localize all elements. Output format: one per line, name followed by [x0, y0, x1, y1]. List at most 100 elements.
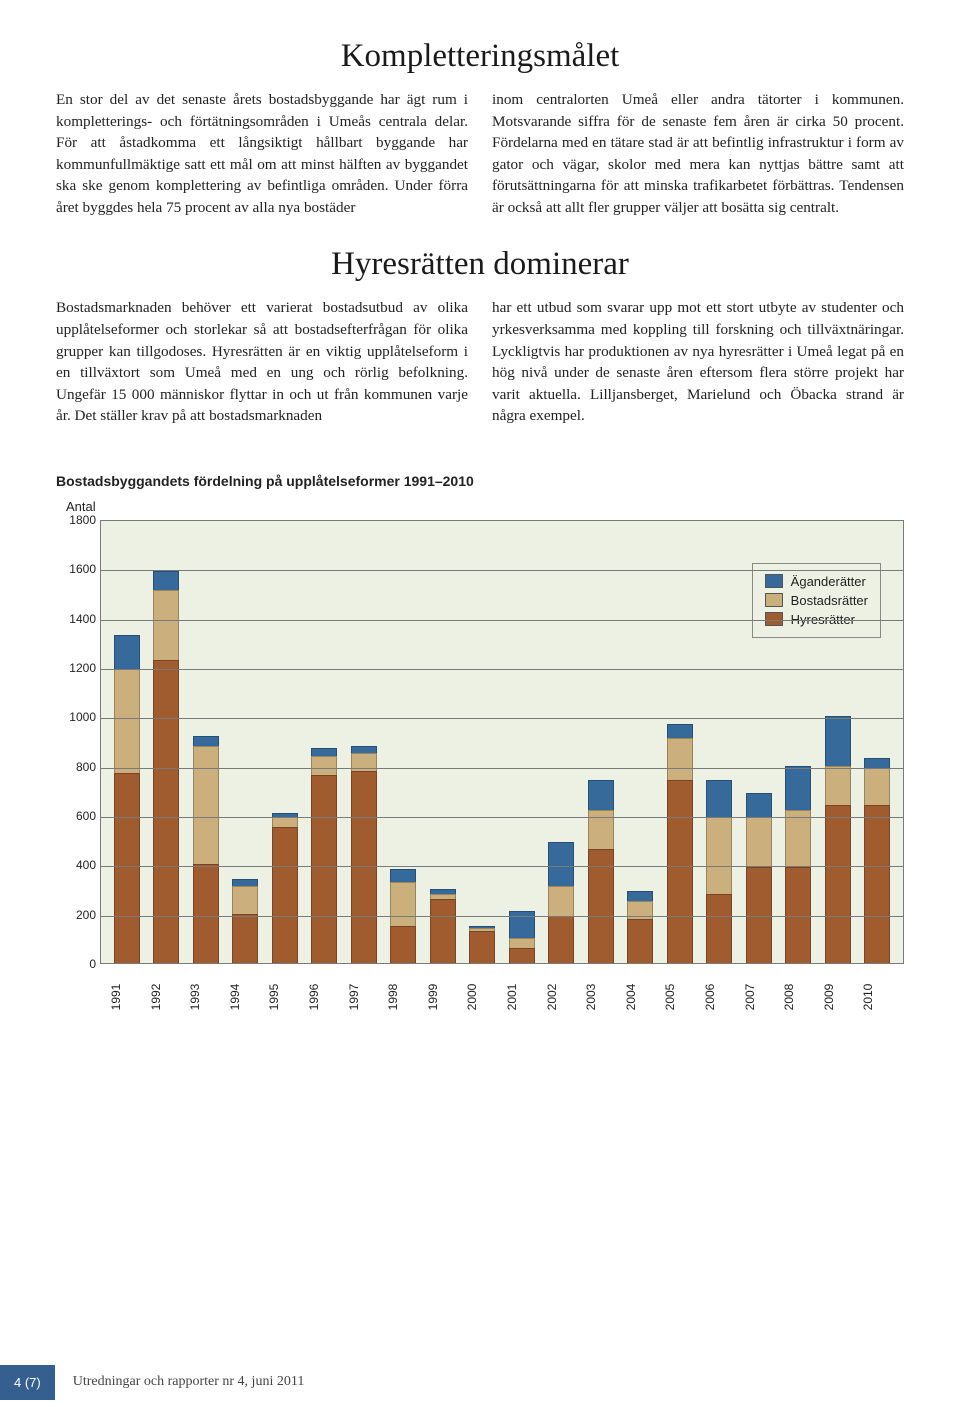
bar — [351, 746, 377, 963]
bar-slot — [660, 521, 700, 963]
bar-segment-bostadsrätter — [272, 817, 298, 827]
ytick-label: 1200 — [56, 661, 96, 675]
xtick-label: 2009 — [821, 977, 855, 1017]
xtick-label: 2003 — [584, 977, 618, 1017]
bar-segment-äganderätter — [706, 780, 732, 817]
gridline — [101, 768, 903, 769]
chart-block: Bostadsbyggandets fördelning på upplåtel… — [56, 473, 904, 1000]
bar-segment-bostadsrätter — [311, 756, 337, 776]
legend-swatch — [765, 574, 783, 588]
bar-segment-hyresrätter — [825, 805, 851, 963]
bar-segment-äganderätter — [548, 842, 574, 886]
xtick-label: 2010 — [861, 977, 895, 1017]
page-number-badge: 4 (7) — [0, 1365, 55, 1400]
xtick-label: 2005 — [663, 977, 697, 1017]
xtick-label: 2008 — [782, 977, 816, 1017]
bar-segment-äganderätter — [667, 724, 693, 739]
bar-segment-äganderätter — [232, 879, 258, 886]
bar — [785, 766, 811, 963]
chart-caption: Bostadsbyggandets fördelning på upplåtel… — [56, 473, 904, 489]
bar-slot — [305, 521, 345, 963]
bar-segment-hyresrätter — [232, 914, 258, 963]
bar-segment-hyresrätter — [193, 864, 219, 963]
bar-segment-hyresrätter — [548, 916, 574, 963]
xtick-label: 1993 — [188, 977, 222, 1017]
bar-segment-bostadsrätter — [746, 817, 772, 866]
bar — [825, 716, 851, 963]
bar — [114, 635, 140, 963]
ytick-label: 1000 — [56, 710, 96, 724]
bar — [232, 879, 258, 963]
bar-segment-bostadsrätter — [390, 882, 416, 926]
bar-slot — [107, 521, 147, 963]
bar-segment-äganderätter — [588, 780, 614, 810]
bar — [627, 891, 653, 963]
bar-slot — [344, 521, 384, 963]
section2-title: Hyresrätten dominerar — [56, 246, 904, 283]
bar-segment-äganderätter — [825, 716, 851, 765]
bar-segment-bostadsrätter — [785, 810, 811, 867]
bar-slot — [463, 521, 503, 963]
bar-segment-äganderätter — [153, 571, 179, 591]
xtick-label: 2002 — [544, 977, 578, 1017]
gridline — [101, 620, 903, 621]
bar-segment-hyresrätter — [706, 894, 732, 963]
bar-segment-äganderätter — [785, 766, 811, 810]
xtick-label: 1998 — [386, 977, 420, 1017]
bar-segment-bostadsrätter — [548, 886, 574, 916]
bar-segment-bostadsrätter — [864, 768, 890, 805]
bar — [746, 793, 772, 963]
bar — [272, 813, 298, 963]
section2-left: Bostadsmarknaden behöver ett varierat bo… — [56, 297, 468, 426]
ytick-label: 400 — [56, 858, 96, 872]
legend-label: Äganderätter — [791, 574, 866, 589]
xtick-label: 1991 — [109, 977, 143, 1017]
bar-slot — [621, 521, 661, 963]
ytick-label: 800 — [56, 760, 96, 774]
page-footer: 4 (7) Utredningar och rapporter nr 4, ju… — [0, 1362, 960, 1402]
bar-segment-bostadsrätter — [509, 938, 535, 948]
xtick-label: 1996 — [307, 977, 341, 1017]
bar-segment-äganderätter — [114, 635, 140, 670]
ytick-label: 1400 — [56, 612, 96, 626]
bar-segment-äganderätter — [864, 758, 890, 768]
bar-segment-äganderätter — [351, 746, 377, 753]
xtick-label: 2007 — [742, 977, 776, 1017]
gridline — [101, 866, 903, 867]
bar-segment-hyresrätter — [627, 919, 653, 963]
xtick-label: 1995 — [267, 977, 301, 1017]
bar-segment-hyresrätter — [864, 805, 890, 963]
section1-title: Kompletteringsmålet — [56, 38, 904, 75]
gridline — [101, 916, 903, 917]
bar-slot — [265, 521, 305, 963]
bar-slot — [700, 521, 740, 963]
bar — [864, 758, 890, 963]
section1-right: inom centralorten Umeå eller andra tätor… — [492, 89, 904, 218]
bar-segment-hyresrätter — [509, 948, 535, 963]
bar-slot — [147, 521, 187, 963]
xtick-label: 1999 — [426, 977, 460, 1017]
bar-slot — [423, 521, 463, 963]
bar — [469, 926, 495, 963]
chart-ylabel: Antal — [66, 499, 904, 514]
bar — [706, 780, 732, 963]
bar-slot — [581, 521, 621, 963]
bar — [509, 911, 535, 963]
section2-columns: Bostadsmarknaden behöver ett varierat bo… — [56, 297, 904, 426]
bar — [193, 736, 219, 963]
bar-segment-bostadsrätter — [825, 766, 851, 805]
xtick-label: 2001 — [505, 977, 539, 1017]
bar — [430, 889, 456, 963]
bar-slot — [186, 521, 226, 963]
xtick-label: 1992 — [148, 977, 182, 1017]
bar-segment-äganderätter — [193, 736, 219, 746]
plot-area: ÄganderätterBostadsrätterHyresrätter — [100, 520, 904, 964]
bar-segment-bostadsrätter — [588, 810, 614, 849]
bar — [667, 724, 693, 963]
section2-right: har ett utbud som svarar upp mot ett sto… — [492, 297, 904, 426]
bar-segment-hyresrätter — [272, 827, 298, 963]
bar-segment-bostadsrätter — [193, 746, 219, 864]
bar-slot — [542, 521, 582, 963]
legend-row: Bostadsrätter — [765, 591, 868, 610]
gridline — [101, 669, 903, 670]
